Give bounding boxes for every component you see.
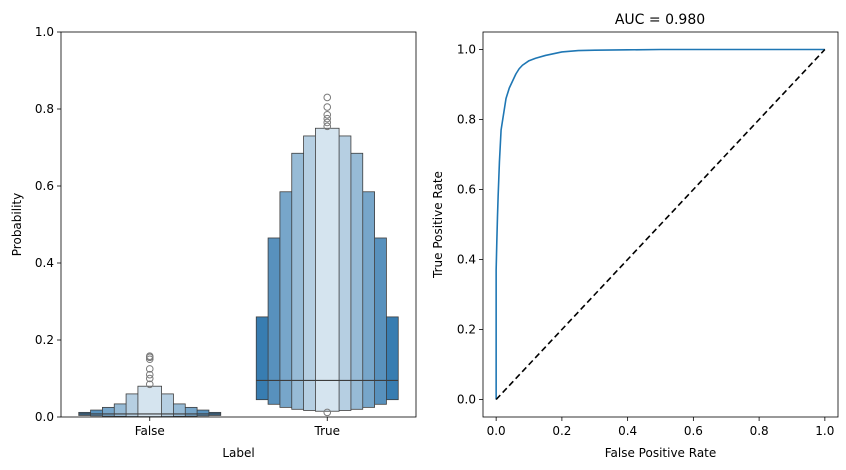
roc-x-tick-label: 0.0 [487, 424, 506, 438]
roc-axes-frame [482, 31, 839, 418]
roc-curve [495, 48, 825, 400]
roc-x-tick-label: 0.4 [618, 424, 637, 438]
boxen-y-tick-label: 0.2 [35, 333, 54, 347]
boxen-outlier [323, 408, 332, 417]
roc-y-tick-label: 0.0 [457, 393, 476, 407]
boxen-x-ticks: False True [135, 417, 340, 438]
boxen-y-tick-label: 0.4 [35, 256, 54, 270]
boxen-outlier [323, 118, 332, 127]
boxen-y-tick-label: 0.6 [35, 179, 54, 193]
boxen-y-tick-label: 0.0 [35, 410, 54, 424]
boxen-outlier [323, 103, 332, 111]
roc-y-tick-label: 0.4 [457, 253, 476, 267]
boxen-outlier [323, 114, 332, 123]
roc-y-tick-label: 0.2 [457, 323, 476, 337]
roc-title: AUC = 0.980 [615, 12, 705, 28]
boxen-y-ticks: 0.0 0.2 0.4 0.6 0.8 1.0 [35, 25, 61, 424]
roc-x-tick-label: 0.6 [684, 424, 703, 438]
boxen-y-tick-label: 0.8 [35, 102, 54, 116]
boxen-x-tick-label: False [135, 424, 165, 438]
roc-x-ticks: 0.0 0.2 0.4 0.6 0.8 1.0 [487, 417, 834, 438]
boxen-box [315, 127, 340, 412]
boxen-box [137, 385, 162, 418]
boxen-y-axis-label: Probability [10, 193, 24, 256]
roc-y-ticks: 0.0 0.2 0.4 0.6 0.8 1.0 [457, 43, 483, 407]
roc-y-tick-label: 1.0 [457, 43, 476, 57]
boxen-outlier [145, 374, 154, 383]
boxen-panel: 0.0 0.2 0.4 0.6 0.8 1.0 False True Label Proba… [10, 25, 417, 460]
roc-y-tick-label: 0.6 [457, 183, 476, 197]
boxen-outlier [323, 110, 332, 119]
roc-x-tick-label: 0.8 [750, 424, 769, 438]
boxen-outlier [145, 365, 154, 373]
boxen-outlier [323, 122, 332, 131]
boxen-y-tick-label: 1.0 [35, 25, 54, 39]
boxen-x-axis-label: Label [222, 446, 254, 460]
roc-x-tick-label: 1.0 [815, 424, 834, 438]
boxen-axes-frame [60, 31, 417, 418]
boxen-outlier [145, 370, 154, 379]
roc-x-axis-label: False Positive Rate [605, 446, 717, 460]
roc-panel: AUC = 0.980 0.0 0.2 0.4 0.6 0.8 1.0 0.0 0.2 0.4… [431, 12, 839, 460]
boxen-outlier [145, 352, 154, 360]
boxen-outlier [145, 380, 154, 389]
roc-y-axis-label: True Positive Rate [431, 171, 445, 279]
boxen-x-tick-label: True [314, 424, 341, 438]
roc-marks [495, 48, 826, 401]
roc-x-tick-label: 0.2 [552, 424, 571, 438]
boxen-outlier [145, 355, 154, 364]
boxen-marks [78, 93, 399, 418]
boxen-outlier [323, 93, 332, 102]
chance-diagonal [495, 48, 826, 401]
roc-y-tick-label: 0.8 [457, 113, 476, 127]
